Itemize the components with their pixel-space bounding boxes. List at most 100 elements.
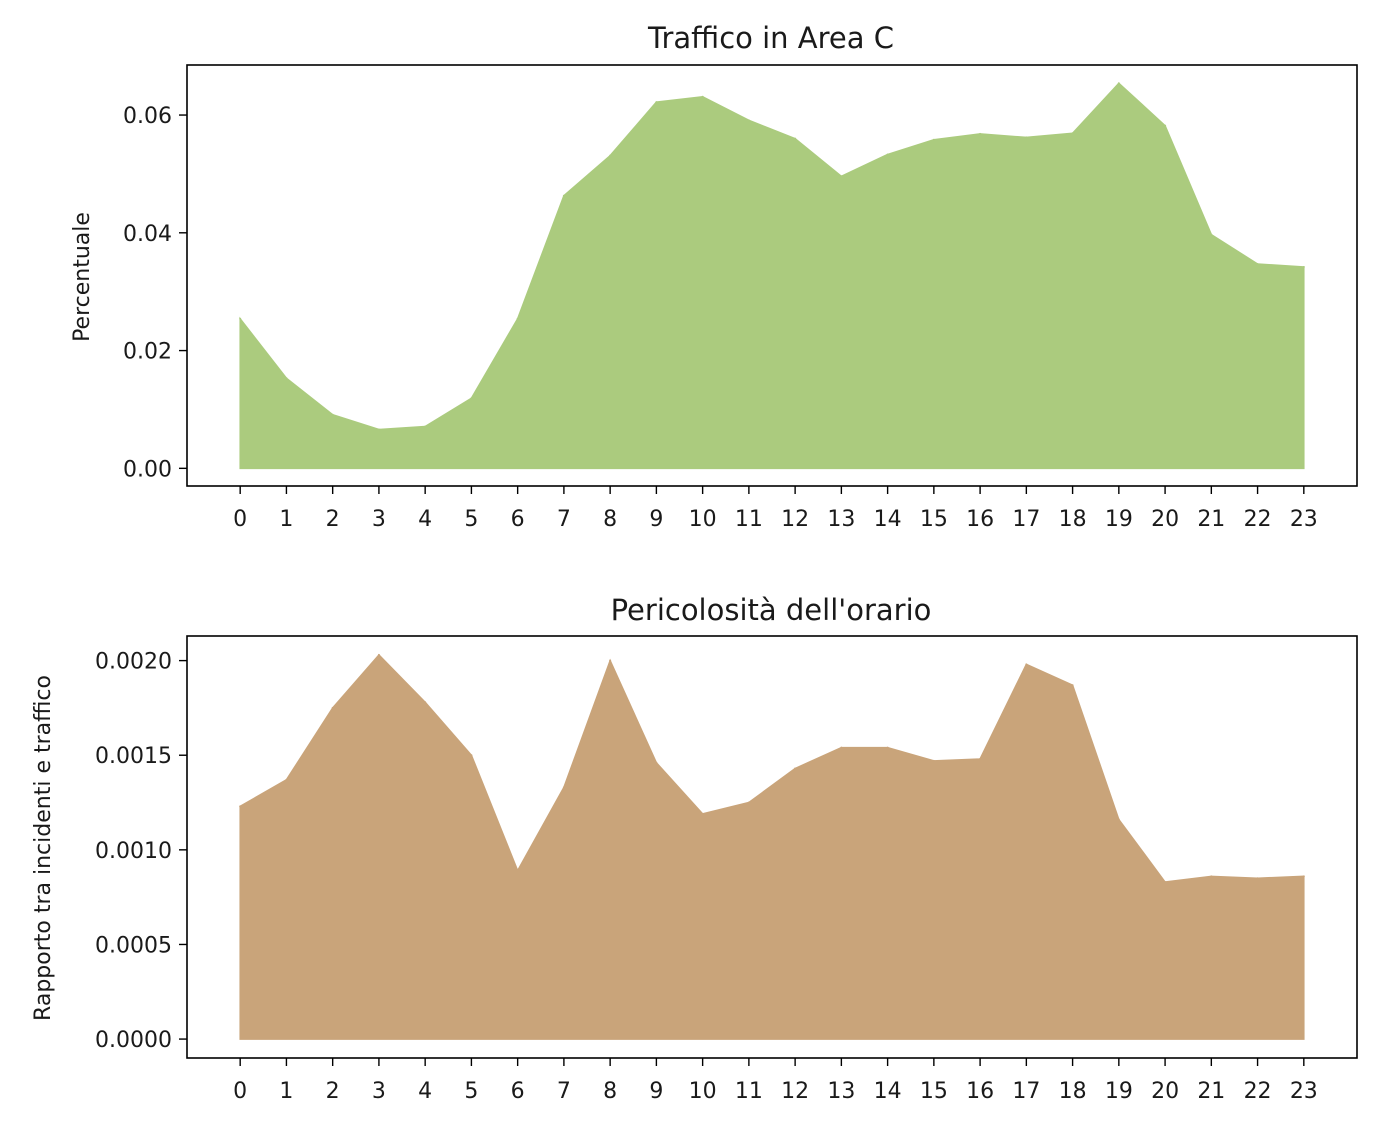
data-point [1302, 265, 1305, 268]
data-point [424, 425, 427, 428]
data-point [979, 758, 982, 761]
x-tick-label: 7 [557, 1079, 571, 1104]
data-point [932, 138, 935, 141]
x-tick-label: 2 [326, 507, 340, 532]
x-tick-label: 22 [1244, 1079, 1272, 1104]
x-tick-label: 13 [827, 1079, 855, 1104]
plot-frame [186, 635, 1358, 1059]
data-point [239, 317, 242, 320]
x-tick-label: 2 [326, 1079, 340, 1104]
data-point [1025, 663, 1028, 666]
data-point [932, 759, 935, 762]
data-point [285, 377, 288, 380]
y-tick-label: 0.0020 [95, 650, 172, 675]
x-tick-label: 7 [557, 507, 571, 532]
chart-pericolosita: Pericolosità dell'orario Rapporto tra in… [31, 593, 1358, 1104]
x-tick-label: 19 [1105, 507, 1133, 532]
x-tick-label: 9 [649, 1079, 663, 1104]
chart-title: Pericolosità dell'orario [611, 593, 932, 627]
x-tick-label: 18 [1059, 507, 1087, 532]
data-point [701, 812, 704, 815]
y-tick-label: 0.02 [123, 340, 172, 365]
x-tick-label: 23 [1290, 1079, 1318, 1104]
data-point [470, 754, 473, 757]
data-point [331, 413, 334, 416]
data-point [377, 428, 380, 431]
data-point [886, 746, 889, 749]
data-point [285, 778, 288, 781]
plot-frame [186, 64, 1358, 487]
data-point [840, 746, 843, 749]
x-tick-label: 15 [920, 1079, 948, 1104]
x-tick-label: 11 [735, 507, 763, 532]
data-point [331, 706, 334, 709]
x-tick-label: 10 [689, 507, 717, 532]
x-tick-label: 17 [1012, 507, 1040, 532]
x-tick-label: 14 [874, 1079, 902, 1104]
x-tick-label: 1 [279, 1079, 293, 1104]
y-tick-label: 0.0005 [95, 933, 172, 958]
data-point [1302, 875, 1305, 878]
chart-title: Traffico in Area C [647, 21, 894, 55]
data-point [562, 786, 565, 789]
x-tick-label: 21 [1197, 507, 1225, 532]
data-point [979, 132, 982, 135]
x-tick-label: 13 [827, 507, 855, 532]
y-tick-label: 0.06 [123, 104, 172, 129]
area-series [239, 82, 1305, 470]
y-tick-label: 0.0015 [95, 744, 172, 769]
x-tick-label: 0 [233, 1079, 247, 1104]
x-tick-label: 15 [920, 507, 948, 532]
data-point [609, 659, 612, 662]
x-tick-label: 8 [603, 507, 617, 532]
x-tick-label: 3 [372, 507, 386, 532]
x-tick-label: 1 [279, 507, 293, 532]
data-point [1210, 233, 1213, 236]
x-tick-label: 4 [418, 1079, 432, 1104]
data-point [655, 101, 658, 104]
x-tick-label: 0 [233, 507, 247, 532]
y-tick-label: 0.0010 [95, 839, 172, 864]
x-tick-label: 8 [603, 1079, 617, 1104]
data-point [1164, 881, 1167, 884]
y-axis-label: Percentuale [70, 212, 95, 342]
y-tick-label: 0.04 [123, 222, 172, 247]
data-point [424, 701, 427, 704]
x-tick-label: 10 [689, 1079, 717, 1104]
data-point [794, 767, 797, 770]
data-point [840, 175, 843, 178]
x-tick-label: 4 [418, 507, 432, 532]
y-tick-label: 0.00 [123, 457, 172, 482]
data-point [516, 869, 519, 872]
data-point [1071, 132, 1074, 135]
data-point [1256, 263, 1259, 266]
x-tick-label: 16 [966, 1079, 994, 1104]
y-tick-label: 0.0000 [95, 1028, 172, 1053]
data-point [562, 194, 565, 197]
x-tick-label: 5 [464, 1079, 478, 1104]
data-point [794, 137, 797, 140]
x-tick-label: 16 [966, 507, 994, 532]
x-tick-label: 12 [781, 507, 809, 532]
x-tick-label: 6 [511, 507, 525, 532]
x-tick-label: 12 [781, 1079, 809, 1104]
x-tick-label: 23 [1290, 507, 1318, 532]
x-tick-label: 19 [1105, 1079, 1133, 1104]
data-point [655, 761, 658, 764]
data-point [609, 154, 612, 157]
data-point [1256, 877, 1259, 880]
data-point [470, 397, 473, 400]
x-tick-label: 5 [464, 507, 478, 532]
data-point [1117, 818, 1120, 821]
x-tick-label: 17 [1012, 1079, 1040, 1104]
x-tick-label: 22 [1244, 507, 1272, 532]
x-tick-label: 18 [1059, 1079, 1087, 1104]
data-point [1210, 875, 1213, 878]
data-point [701, 95, 704, 98]
x-tick-label: 11 [735, 1079, 763, 1104]
data-point [747, 119, 750, 122]
data-point [1117, 82, 1120, 85]
data-point [1071, 684, 1074, 687]
